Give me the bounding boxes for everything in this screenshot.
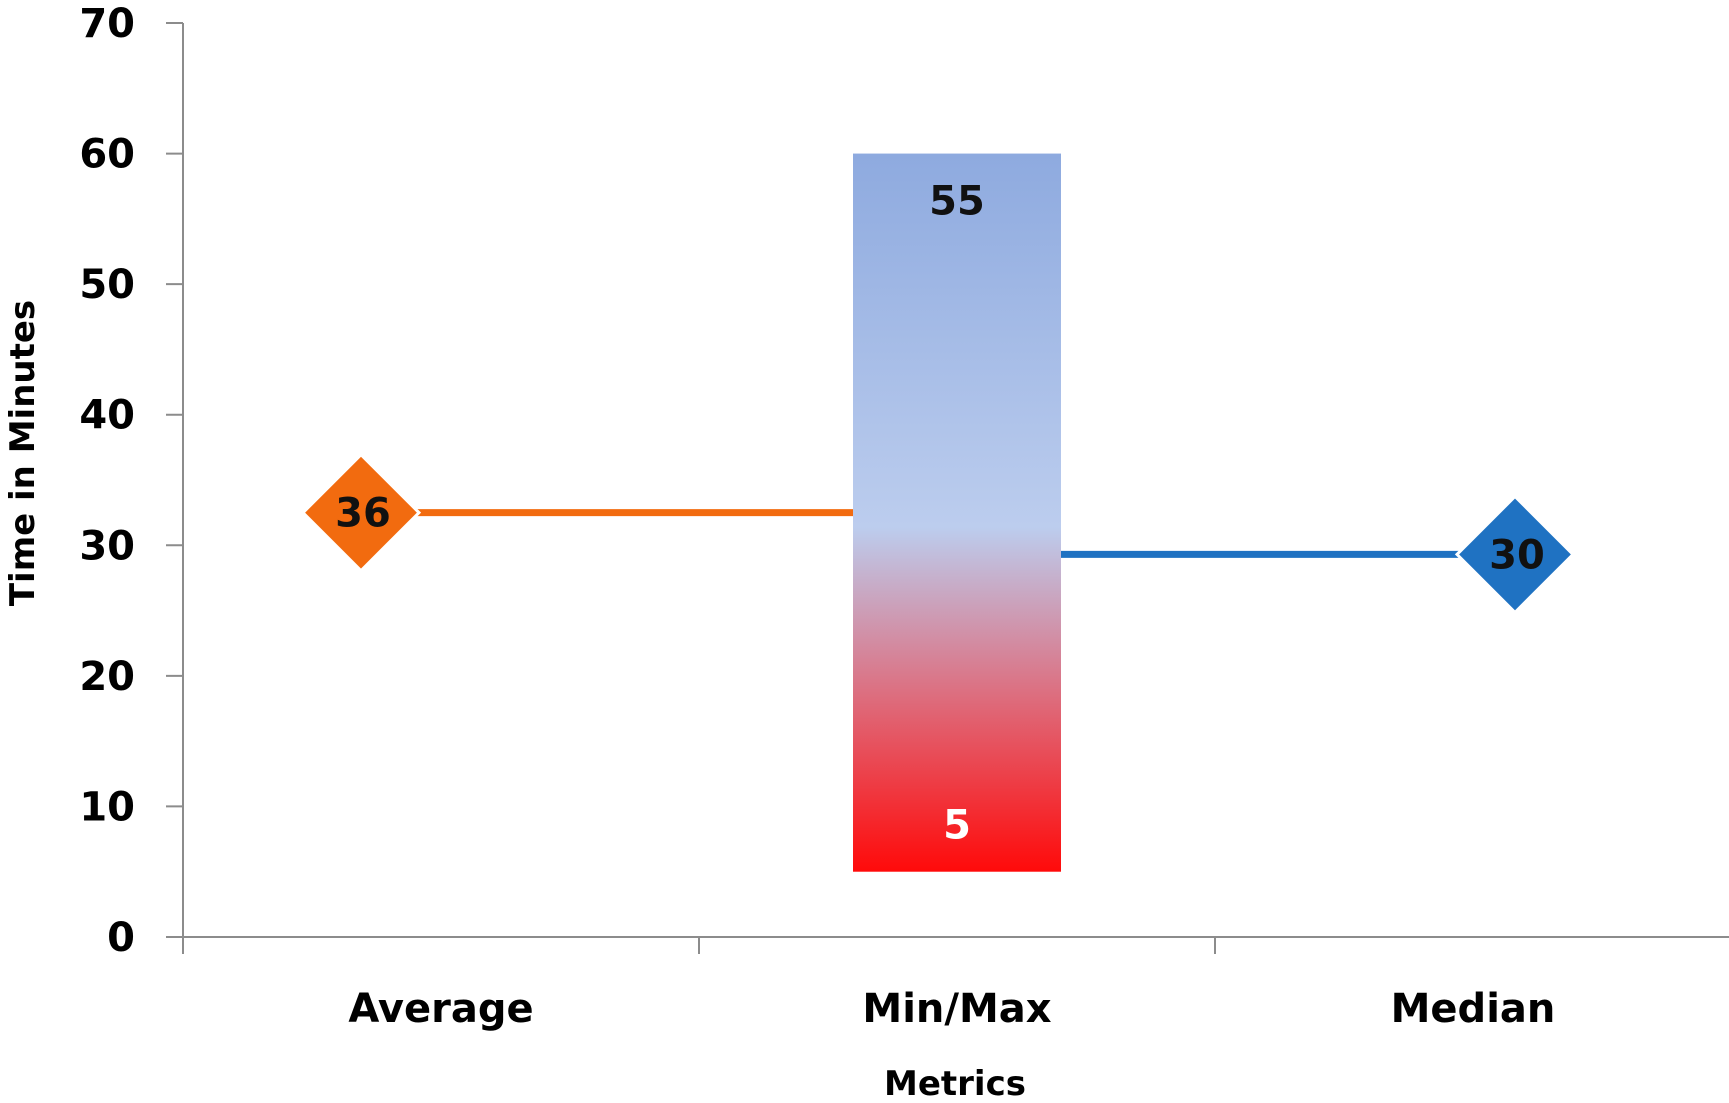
y-tick-label: 10: [79, 784, 135, 830]
x-axis: Average Min/Max Median: [182, 936, 1729, 1032]
min-max-range-bar: [853, 153, 1061, 872]
y-tick-label: 50: [79, 262, 135, 308]
range-low-label: 5: [943, 803, 971, 849]
x-axis-title: Metrics: [884, 1064, 1026, 1103]
range-high-label: 55: [929, 179, 985, 225]
y-tick-label: 40: [79, 393, 135, 439]
y-axis-title: Time in Minutes: [3, 300, 43, 606]
y-tick-label: 70: [79, 1, 135, 47]
x-tick-label: Min/Max: [862, 986, 1051, 1032]
marker-value-label: 30: [1489, 532, 1545, 578]
diamond-marker: [1454, 494, 1576, 615]
y-tick-label: 20: [79, 654, 135, 700]
y-tick-label: 60: [79, 132, 135, 178]
x-tick-label: Median: [1391, 986, 1556, 1032]
y-tick-label: 0: [107, 915, 135, 961]
marker-value-label: 36: [335, 491, 391, 537]
diamond-marker: [300, 452, 422, 573]
y-tick-label: 30: [79, 523, 135, 569]
y-axis: 0 10 20 30 40 50 60 70: [79, 1, 184, 961]
x-tick-label: Average: [348, 986, 533, 1032]
